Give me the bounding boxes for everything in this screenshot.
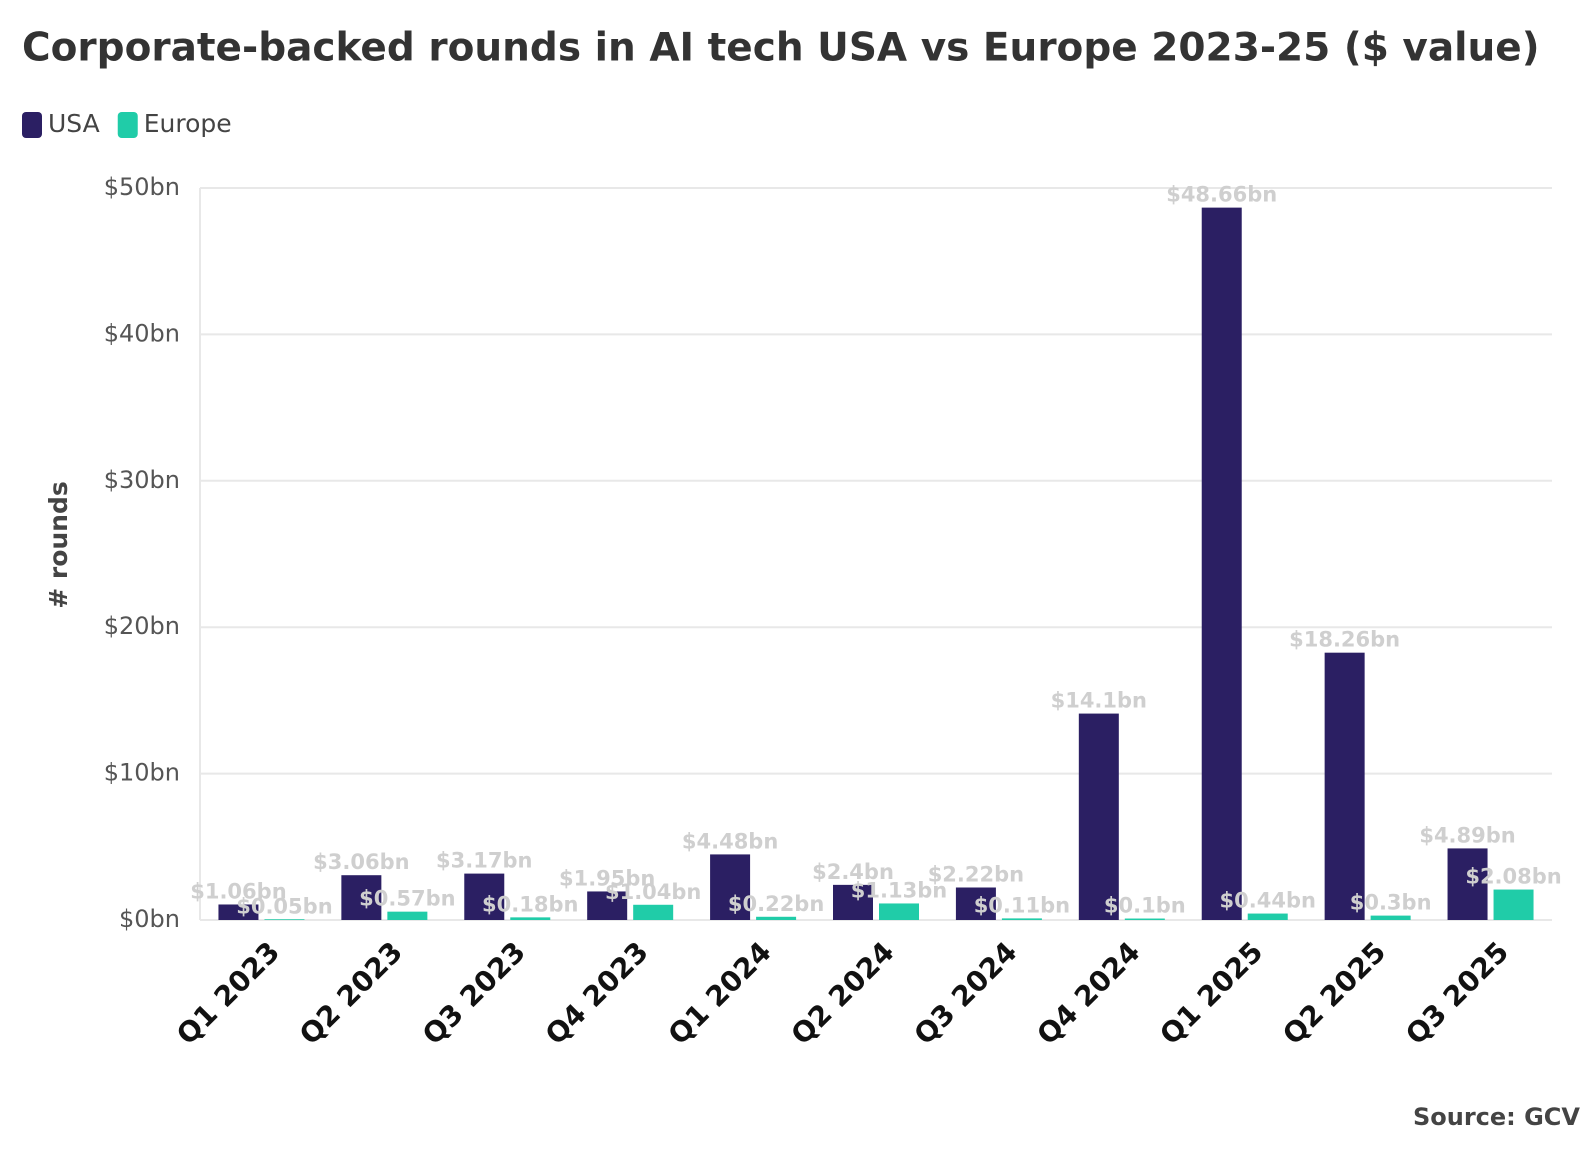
value-label: $1.95bn <box>559 866 655 890</box>
bar <box>264 919 305 920</box>
bar <box>955 887 996 920</box>
legend-label: USA <box>48 109 100 138</box>
value-label: $2.22bn <box>928 862 1024 886</box>
x-tick-label: Q4 2023 <box>539 935 655 1051</box>
bar <box>1078 713 1119 920</box>
value-label: $0.22bn <box>728 892 824 916</box>
legend-swatch <box>22 112 42 138</box>
x-tick-label: Q4 2024 <box>1030 935 1146 1051</box>
value-label: $0.44bn <box>1220 889 1316 913</box>
bar <box>633 904 674 920</box>
value-label: $0.57bn <box>359 887 455 911</box>
bar <box>587 891 628 920</box>
bar <box>341 875 382 920</box>
bar <box>833 884 873 920</box>
bar <box>510 917 551 920</box>
y-tick-label: $50bn <box>104 173 180 201</box>
bar <box>387 911 428 920</box>
x-tick-label: Q1 2023 <box>170 935 286 1051</box>
value-label: $4.89bn <box>1419 823 1515 847</box>
x-tick-label: Q3 2024 <box>908 935 1024 1051</box>
y-tick-label: $0bn <box>119 905 180 933</box>
source: Source: GCV <box>1413 1103 1580 1131</box>
x-tick-label: Q2 2023 <box>293 935 409 1051</box>
value-label: $0.3bn <box>1350 891 1432 915</box>
bar <box>218 904 259 920</box>
value-label: $14.1bn <box>1051 689 1147 713</box>
y-tick-label: $40bn <box>104 319 180 347</box>
value-label: $18.26bn <box>1289 628 1400 652</box>
y-axis-label: # rounds <box>44 481 73 609</box>
x-tick-label: Q1 2025 <box>1153 935 1269 1051</box>
value-label: $0.18bn <box>482 892 578 916</box>
bar <box>756 916 797 920</box>
value-label: $4.48bn <box>682 829 778 853</box>
bar <box>1001 918 1042 920</box>
bar <box>1493 889 1534 920</box>
y-tick-label: $30bn <box>104 466 180 494</box>
value-label: $1.13bn <box>851 878 947 902</box>
value-label: $0.11bn <box>974 893 1070 917</box>
x-tick-label: Q2 2024 <box>785 935 901 1051</box>
y-tick-label: $20bn <box>104 612 180 640</box>
chart-title: Corporate-backed rounds in AI tech USA v… <box>22 26 1540 71</box>
bar <box>1201 207 1242 920</box>
bar <box>879 903 919 920</box>
x-tick-label: Q3 2023 <box>416 935 532 1051</box>
value-label: $0.05bn <box>236 894 332 918</box>
legend-swatch <box>117 112 138 138</box>
value-label: $2.4bn <box>812 860 894 884</box>
value-label: $1.06bn <box>190 879 286 903</box>
bar <box>1324 652 1365 920</box>
bar <box>1247 913 1288 920</box>
x-tick-label: Q3 2025 <box>1399 935 1515 1051</box>
x-tick-label: Q2 2025 <box>1276 935 1392 1051</box>
y-tick-label: $10bn <box>104 759 180 787</box>
value-label: $0.1bn <box>1104 894 1186 918</box>
value-label: $1.04bn <box>605 880 701 904</box>
value-label: $48.66bn <box>1166 183 1277 207</box>
value-label: $3.06bn <box>313 850 409 874</box>
value-label: $2.08bn <box>1465 865 1561 889</box>
bar <box>1370 915 1411 920</box>
value-label: $3.17bn <box>436 849 532 873</box>
bar <box>464 873 505 920</box>
bar <box>710 854 751 920</box>
bar <box>1447 848 1488 920</box>
legend-label: Europe <box>144 109 232 138</box>
bar <box>1124 918 1165 920</box>
x-tick-label: Q1 2024 <box>662 935 778 1051</box>
